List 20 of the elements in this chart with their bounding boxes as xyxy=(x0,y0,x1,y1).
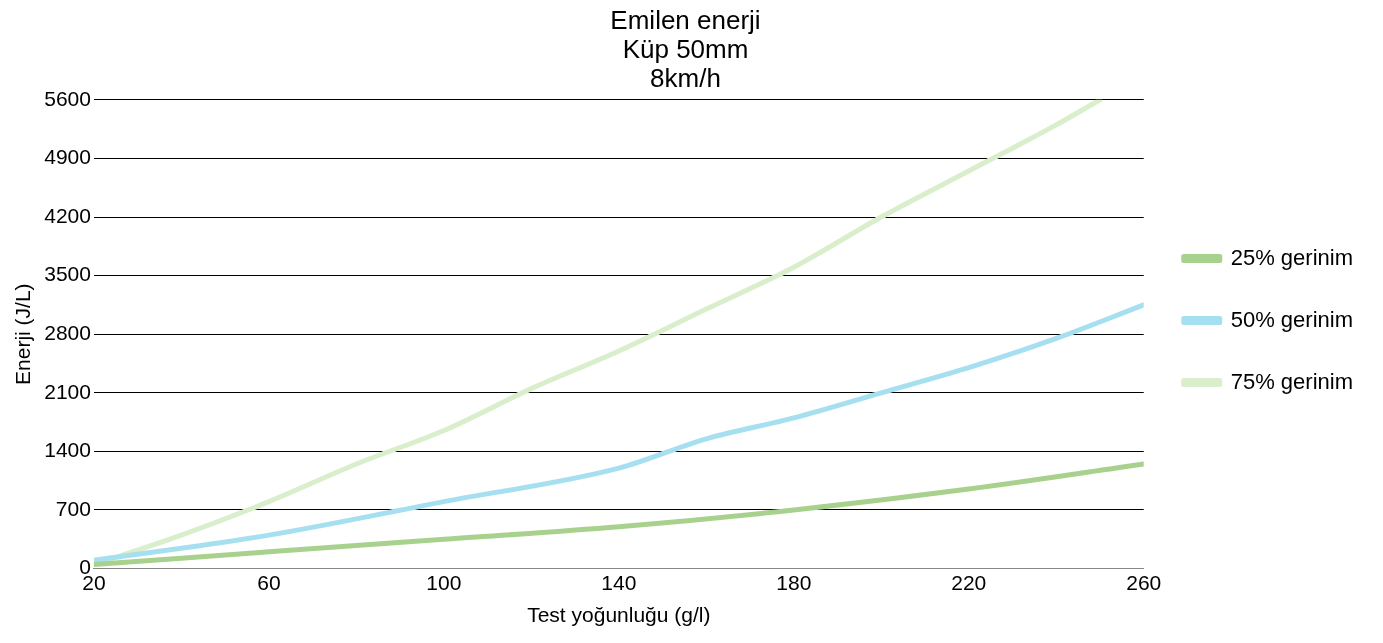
y-tick-label: 700 xyxy=(55,496,91,520)
x-tick-label: 140 xyxy=(601,571,637,594)
y-tick-label: 1400 xyxy=(44,438,91,462)
y-tick-label: 4200 xyxy=(44,203,91,227)
y-axis-title: Enerji (J/L) xyxy=(11,283,35,385)
legend-label: 50% gerinim xyxy=(1230,306,1353,332)
x-tick-label: 260 xyxy=(1126,571,1162,594)
legend-label: 25% gerinim xyxy=(1230,244,1353,270)
x-tick-label: 100 xyxy=(426,571,462,594)
y-tick-label: 2800 xyxy=(44,321,91,344)
legend-label: 75% gerinim xyxy=(1230,368,1353,394)
x-axis-title: Test yoğunluğu (g/l) xyxy=(527,603,711,627)
x-tick-label: 180 xyxy=(776,571,812,594)
x-tick-label: 60 xyxy=(257,571,281,594)
chart-title: Emilen enerji Küp 50mm 8km/h xyxy=(610,5,761,93)
y-tick-label: 3500 xyxy=(44,262,91,286)
x-tick-label: 220 xyxy=(951,571,987,594)
y-tick-label: 5600 xyxy=(44,86,91,110)
y-tick-label: 4900 xyxy=(44,145,91,169)
y-tick-label: 2100 xyxy=(44,379,91,403)
